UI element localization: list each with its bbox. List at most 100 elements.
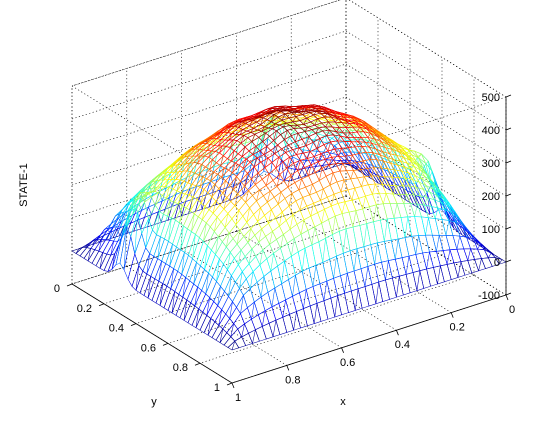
mesh-diagonal [253, 330, 256, 344]
mesh-cell [290, 224, 301, 238]
mesh-cell [426, 235, 437, 252]
z-gridline [72, 0, 346, 86]
mesh-diagonal [335, 296, 338, 317]
z-gridline [72, 130, 346, 218]
y-axis-ticks: 00.20.40.60.81 [54, 283, 232, 394]
mesh-cell [415, 195, 426, 212]
mesh-cell [230, 183, 241, 200]
mesh-cell [263, 244, 274, 258]
mesh-cell [286, 138, 297, 157]
x-tick [232, 383, 234, 388]
mesh-cell [267, 197, 278, 209]
mesh-diagonal [362, 177, 365, 187]
mesh-cell [397, 204, 408, 218]
mesh-cell [321, 197, 332, 209]
mesh-cell [247, 214, 258, 228]
mesh-diagonal [248, 229, 251, 243]
mesh-diagonal [364, 224, 367, 247]
mesh-diagonal [282, 261, 285, 284]
mesh-diagonal [331, 194, 334, 206]
mesh-cell [234, 314, 245, 329]
z-tick-label: -100 [478, 290, 500, 302]
mesh-cell [158, 198, 169, 212]
mesh-cell [243, 289, 254, 308]
x-tick [506, 295, 508, 300]
mesh-cell [310, 148, 321, 156]
z-axis-label: STATE-1 [18, 163, 30, 207]
mesh-cell [408, 217, 419, 237]
mesh-cell [241, 242, 252, 256]
surface-mesh [72, 105, 506, 350]
mesh-cell [387, 218, 398, 240]
mesh-cell [281, 243, 292, 261]
y-tick-label: 0 [54, 283, 60, 295]
y-tick [131, 324, 136, 326]
mesh-diagonal [426, 218, 429, 236]
mesh-diagonal [351, 171, 354, 179]
z-tick-label: 0 [494, 257, 500, 269]
mesh-cell [242, 333, 253, 345]
mesh-diagonal [488, 253, 491, 258]
mesh-diagonal [299, 179, 302, 190]
x-axis-ticks: 00.20.40.60.81 [232, 295, 515, 404]
mesh-diagonal [291, 239, 294, 257]
mesh-diagonal [135, 212, 138, 254]
mesh-diagonal [438, 266, 441, 284]
mesh-cell [283, 229, 294, 243]
axes-box-front [72, 97, 506, 383]
z-tick [506, 161, 511, 163]
mesh-diagonal [411, 166, 414, 169]
mesh-diagonal [307, 152, 310, 159]
mesh-cell [299, 187, 310, 197]
mesh-cell [270, 186, 281, 197]
mesh-diagonal [405, 217, 408, 238]
mesh-diagonal [312, 227, 315, 245]
mesh-diagonal [321, 189, 324, 201]
y-tick [227, 383, 232, 385]
mesh-cell [435, 219, 446, 236]
z-tick [506, 260, 511, 262]
mesh-diagonal [380, 152, 383, 155]
x-tick-label: 0.6 [340, 357, 355, 369]
mesh-cell [471, 249, 482, 260]
mesh-diagonal [368, 133, 371, 137]
mesh-diagonal [271, 253, 274, 271]
mesh-cell [255, 179, 266, 190]
mesh-cell [249, 256, 260, 271]
mesh-diagonal [457, 236, 460, 249]
mesh-cell [273, 226, 284, 239]
y-tick-label: 1 [214, 382, 220, 394]
mesh-diagonal [295, 133, 298, 142]
mesh-diagonal [333, 216, 336, 235]
mesh-cell [231, 329, 242, 341]
z-gridline [346, 0, 506, 97]
box-edge-dotted [72, 196, 346, 284]
mesh-diagonal [297, 148, 300, 155]
z-tick-label: 100 [482, 224, 500, 236]
mesh-cell [254, 297, 265, 315]
mesh-cell [457, 249, 468, 262]
mesh-diagonal [353, 211, 356, 227]
mesh-diagonal [176, 172, 179, 180]
z-tick [506, 227, 511, 229]
mesh-cell [474, 239, 485, 250]
mesh-diagonal [293, 116, 296, 122]
mesh-diagonal [322, 209, 325, 223]
y-tick-label: 0.2 [77, 303, 92, 315]
mesh-cell [94, 229, 105, 240]
mesh-cell [288, 183, 299, 194]
mesh-cell [241, 308, 252, 324]
mesh-diagonal [446, 221, 449, 236]
mesh-cell [323, 185, 334, 197]
mesh-cell [278, 198, 289, 212]
z-tick [506, 95, 511, 97]
mesh-diagonal [117, 229, 120, 235]
mesh-cell [248, 235, 259, 249]
z-tick [506, 293, 511, 295]
mesh-cell [419, 235, 430, 253]
mesh-cell [246, 195, 257, 207]
mesh-diagonal [416, 236, 419, 255]
mesh-cell [319, 176, 330, 189]
mesh-cell [245, 319, 256, 333]
